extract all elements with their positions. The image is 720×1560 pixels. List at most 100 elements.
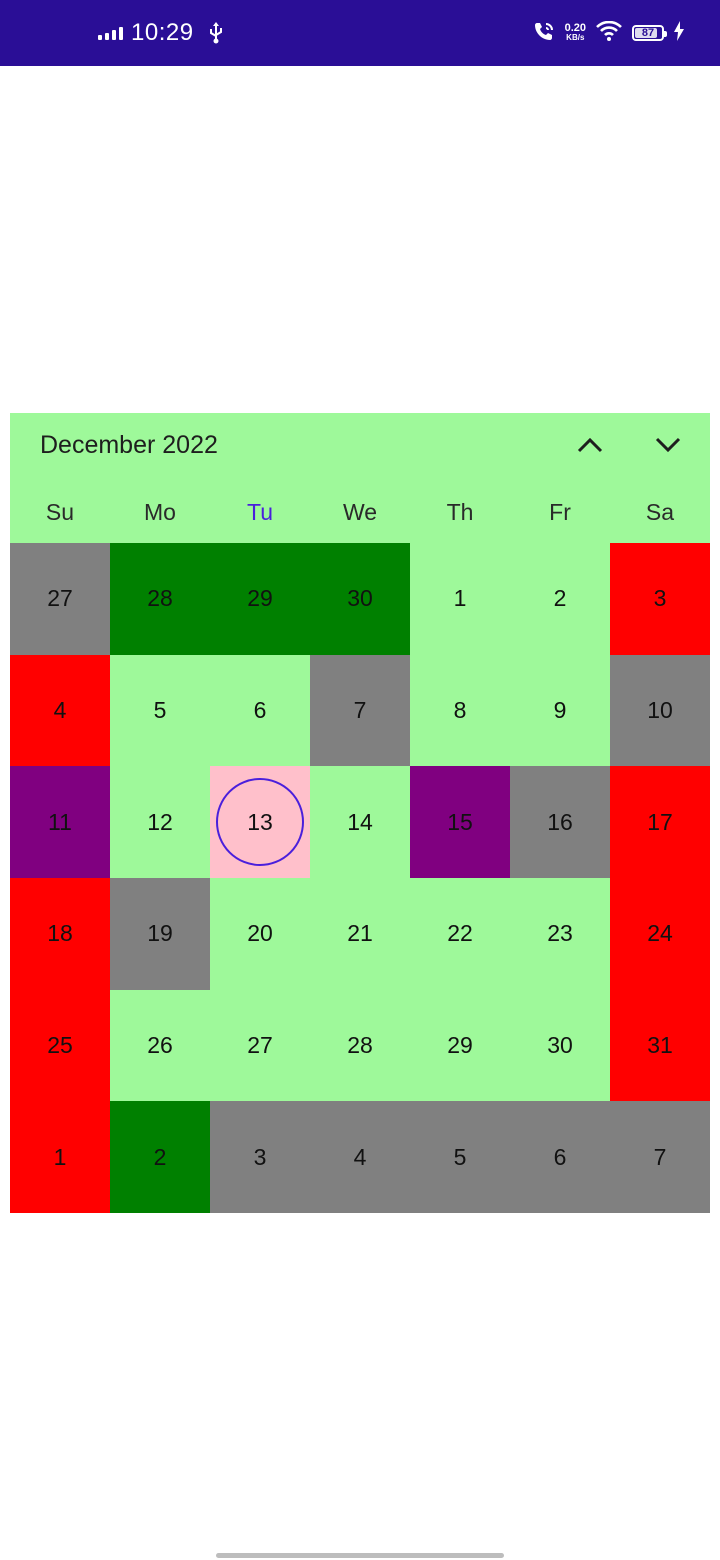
day-cell[interactable]: 30 <box>310 543 410 655</box>
status-time: 10:29 <box>131 19 194 46</box>
day-cell[interactable]: 18 <box>10 877 110 990</box>
day-cell[interactable]: 29 <box>210 543 310 655</box>
day-cell[interactable]: 12 <box>110 766 210 878</box>
day-number: 9 <box>553 696 567 723</box>
battery-level: 87 <box>641 27 655 39</box>
week-row: 27 28 29 30 1 2 3 <box>10 543 710 655</box>
day-cell[interactable]: 7 <box>310 654 410 767</box>
day-number: 15 <box>447 808 473 835</box>
day-number: 12 <box>147 808 173 835</box>
day-cell[interactable]: 24 <box>610 877 710 990</box>
day-number: 1 <box>453 585 467 612</box>
day-cell[interactable]: 3 <box>210 1101 310 1213</box>
weekday-label: We <box>342 499 378 525</box>
home-indicator[interactable] <box>216 1553 504 1558</box>
day-cell[interactable]: 22 <box>410 877 510 990</box>
day-cell[interactable]: 23 <box>510 877 610 990</box>
day-number: 29 <box>247 585 273 612</box>
charging-icon <box>674 20 684 46</box>
day-number: 31 <box>647 1031 673 1058</box>
week-row: 4 5 6 7 8 9 10 <box>10 654 710 767</box>
day-cell[interactable]: 8 <box>410 654 510 767</box>
day-cell[interactable]: 31 <box>610 989 710 1102</box>
day-cell[interactable]: 17 <box>610 766 710 878</box>
day-cell[interactable]: 15 <box>410 766 510 878</box>
day-cell[interactable]: 11 <box>10 766 110 878</box>
day-cell[interactable]: 14 <box>310 766 410 878</box>
day-number: 2 <box>153 1143 167 1170</box>
day-cell[interactable]: 28 <box>310 989 410 1102</box>
net-speed: 0.20 KB/s <box>565 23 586 43</box>
signal-icon <box>98 26 123 40</box>
day-number: 1 <box>53 1143 67 1170</box>
day-number: 24 <box>647 920 673 947</box>
day-cell[interactable]: 30 <box>510 989 610 1102</box>
day-cell[interactable]: 29 <box>410 989 510 1102</box>
day-number: 29 <box>447 1031 473 1058</box>
battery-fill <box>635 28 658 38</box>
day-number: 27 <box>47 585 73 612</box>
day-cell[interactable]: 4 <box>310 1101 410 1213</box>
day-number: 13 <box>247 808 273 835</box>
day-cell[interactable]: 20 <box>210 877 310 990</box>
day-cell[interactable]: 6 <box>210 654 310 767</box>
day-cell[interactable]: 5 <box>410 1101 510 1213</box>
day-number: 21 <box>347 920 373 947</box>
status-bar-left: 10:29 <box>98 0 224 66</box>
chevron-down-icon <box>655 437 681 458</box>
day-cell[interactable]: 10 <box>610 654 710 767</box>
day-number: 30 <box>347 585 373 612</box>
status-bar-right: 0.20 KB/s 87 <box>533 0 684 66</box>
net-speed-value: 0.20 <box>564 22 586 34</box>
day-cell[interactable]: 2 <box>110 1101 210 1213</box>
day-cell[interactable]: 27 <box>210 989 310 1102</box>
day-number: 27 <box>247 1031 273 1058</box>
previous-month-button[interactable] <box>566 427 614 467</box>
weekday-label: Fr <box>549 499 571 525</box>
day-cell[interactable]: 2 <box>510 543 610 655</box>
day-cell-selected[interactable]: 13 <box>210 766 310 878</box>
day-number: 26 <box>147 1031 173 1058</box>
month-title[interactable]: December 2022 <box>40 431 218 459</box>
next-month-button[interactable] <box>644 427 692 467</box>
day-cell[interactable]: 3 <box>610 543 710 655</box>
day-cell[interactable]: 19 <box>110 877 210 990</box>
day-number: 14 <box>347 808 373 835</box>
day-number: 6 <box>253 696 267 723</box>
day-number: 19 <box>147 920 173 947</box>
day-cell[interactable]: 7 <box>610 1101 710 1213</box>
day-number: 23 <box>547 920 573 947</box>
day-number: 4 <box>353 1143 367 1170</box>
day-number: 30 <box>547 1031 573 1058</box>
day-number: 7 <box>653 1143 667 1170</box>
day-cell[interactable]: 4 <box>10 654 110 767</box>
week-row: 25 26 27 28 29 30 31 <box>10 989 710 1102</box>
calendar-header: December 2022 <box>10 413 710 477</box>
status-bar: 10:29 0.20 KB/s <box>0 0 720 66</box>
day-number: 25 <box>47 1031 73 1058</box>
chevron-up-icon <box>577 437 603 458</box>
day-cell[interactable]: 1 <box>410 543 510 655</box>
day-cell[interactable]: 26 <box>110 989 210 1102</box>
day-cell[interactable]: 6 <box>510 1101 610 1213</box>
day-number: 16 <box>547 808 573 835</box>
day-cell[interactable]: 21 <box>310 877 410 990</box>
weekday-row: Su Mo Tu We Th Fr Sa <box>10 477 710 543</box>
day-cell[interactable]: 16 <box>510 766 610 878</box>
day-number: 18 <box>47 920 73 947</box>
day-number: 7 <box>353 696 367 723</box>
day-cell[interactable]: 28 <box>110 543 210 655</box>
day-number: 10 <box>647 696 673 723</box>
day-cell[interactable]: 27 <box>10 543 110 655</box>
week-row: 11 12 13 14 15 16 17 <box>10 766 710 878</box>
day-cell[interactable]: 5 <box>110 654 210 767</box>
day-cell[interactable]: 1 <box>10 1101 110 1213</box>
weekday-label: Th <box>446 499 474 525</box>
weekday-label: Tu <box>247 499 273 525</box>
calendar: December 2022 Su Mo Tu We Th Fr Sa 27 28 29 30 1 2 3… <box>10 413 710 1213</box>
day-number: 28 <box>347 1031 373 1058</box>
usb-icon <box>208 22 224 44</box>
day-cell[interactable]: 9 <box>510 654 610 767</box>
day-cell[interactable]: 25 <box>10 989 110 1102</box>
net-speed-unit: KB/s <box>566 33 585 42</box>
